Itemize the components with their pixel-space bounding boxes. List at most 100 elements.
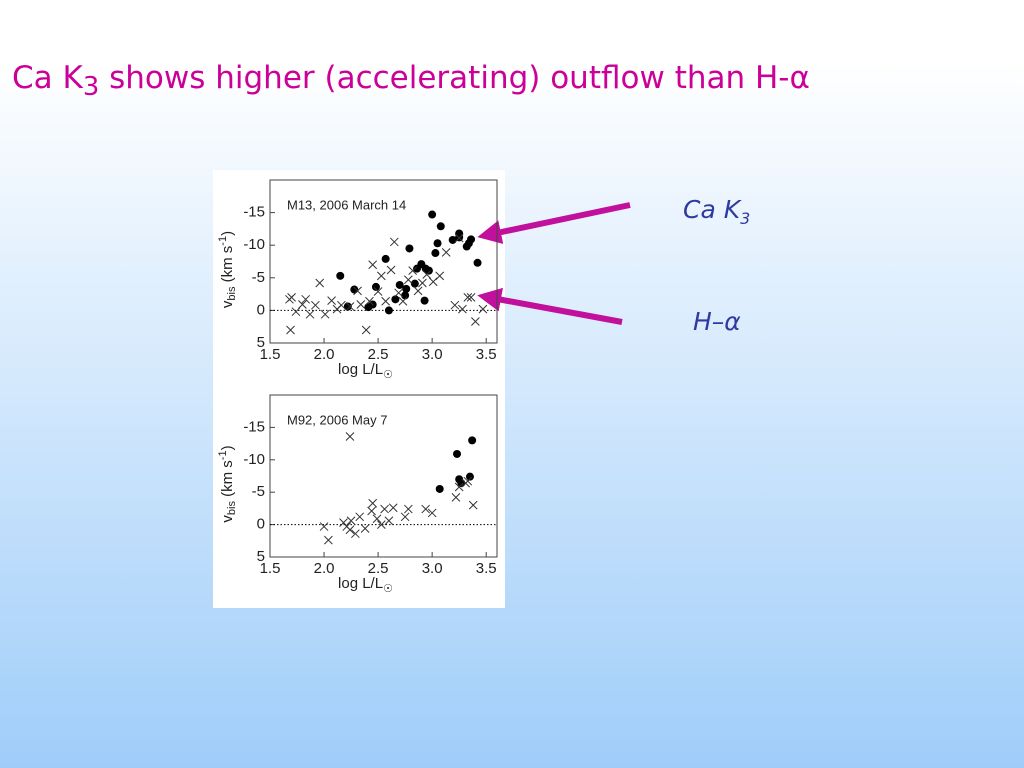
x-label-text: log L/L xyxy=(338,575,383,592)
point xyxy=(405,244,414,253)
point xyxy=(355,512,365,522)
title-text: Ca K xyxy=(12,60,83,96)
point xyxy=(394,288,403,298)
point xyxy=(395,280,404,289)
point xyxy=(408,266,418,275)
point xyxy=(404,275,413,285)
y-tick-label: -5 xyxy=(252,269,265,286)
point xyxy=(458,304,467,314)
x-label-sub: ☉ xyxy=(383,369,393,381)
point xyxy=(360,524,370,533)
x-tick-label: 1.5 xyxy=(260,560,281,577)
point xyxy=(380,504,389,514)
point xyxy=(345,302,355,311)
point xyxy=(431,249,440,258)
point xyxy=(305,309,315,319)
point xyxy=(473,258,482,267)
point xyxy=(421,504,431,514)
point xyxy=(466,293,476,302)
y-tick-label: -15 xyxy=(243,418,265,435)
y-label-text: (km s xyxy=(219,246,236,287)
y-axis-label: vbis (km s-1) xyxy=(217,445,238,522)
arrow xyxy=(477,287,623,325)
point xyxy=(291,307,301,317)
point xyxy=(384,306,393,315)
point xyxy=(433,239,442,248)
point xyxy=(418,278,427,288)
point xyxy=(311,300,320,310)
point xyxy=(376,520,386,529)
point xyxy=(298,300,307,309)
point xyxy=(287,293,296,302)
point xyxy=(435,484,444,493)
point xyxy=(384,516,394,526)
label-text: Ca K xyxy=(683,195,741,224)
point xyxy=(356,300,366,309)
h-alpha-label: H–α xyxy=(693,307,741,336)
point xyxy=(451,493,461,502)
point xyxy=(391,295,400,304)
point xyxy=(368,260,378,270)
y-axis-label: vbis (km s-1) xyxy=(217,231,238,308)
point xyxy=(336,271,345,280)
y-tick-label: -10 xyxy=(243,236,265,253)
point xyxy=(413,286,423,296)
x-tick-label: 2.0 xyxy=(314,560,335,577)
point xyxy=(463,293,473,302)
annotation: M13, 2006 March 14 xyxy=(287,197,406,212)
y-tick-label: -5 xyxy=(252,483,265,500)
y-label-text: v xyxy=(219,300,236,308)
point xyxy=(371,282,380,291)
point xyxy=(345,432,355,441)
point xyxy=(319,522,329,531)
y-tick-label: 0 xyxy=(257,516,265,533)
ca-k3-label: Ca K3 xyxy=(683,195,750,228)
plot-frame xyxy=(269,394,498,558)
point xyxy=(400,512,410,522)
arrow xyxy=(477,202,631,244)
point xyxy=(422,270,432,279)
point xyxy=(463,476,473,486)
point xyxy=(324,535,333,545)
x-label-text: log L/L xyxy=(338,361,383,378)
point xyxy=(343,302,352,311)
x-tick-label: 3.5 xyxy=(476,560,497,577)
point xyxy=(368,498,378,508)
point xyxy=(471,317,480,326)
title-text: shows higher (accelerating) outflow than… xyxy=(99,60,810,96)
point xyxy=(365,296,374,306)
y-label-sub: bis xyxy=(226,286,238,301)
y-label-text: v xyxy=(219,515,236,523)
point xyxy=(353,286,362,296)
point xyxy=(361,325,371,335)
figure-panel xyxy=(213,170,505,608)
point xyxy=(454,482,464,492)
point xyxy=(436,222,445,231)
point xyxy=(386,265,396,275)
point xyxy=(315,278,325,288)
y-tick-label: 5 xyxy=(257,548,265,565)
point xyxy=(401,291,410,300)
point xyxy=(320,309,330,319)
annotation: M92, 2006 May 7 xyxy=(287,412,387,427)
y-label-text: ) xyxy=(219,231,236,236)
point xyxy=(351,529,360,539)
point xyxy=(428,210,437,219)
point xyxy=(388,503,398,513)
y-label-text: ) xyxy=(219,445,236,450)
slide-title: Ca K3 shows higher (accelerating) outflo… xyxy=(12,60,810,102)
y-tick-label: -10 xyxy=(243,451,265,468)
x-axis-label: log L/L☉ xyxy=(338,361,393,381)
point xyxy=(367,506,376,516)
y-label-sup: -1 xyxy=(217,236,229,246)
point xyxy=(441,248,451,257)
point xyxy=(301,294,311,304)
plot-frame xyxy=(269,179,498,344)
x-tick-label: 3.0 xyxy=(422,560,443,577)
point xyxy=(381,296,391,306)
point xyxy=(346,516,356,526)
point xyxy=(345,525,355,535)
point xyxy=(435,271,445,281)
